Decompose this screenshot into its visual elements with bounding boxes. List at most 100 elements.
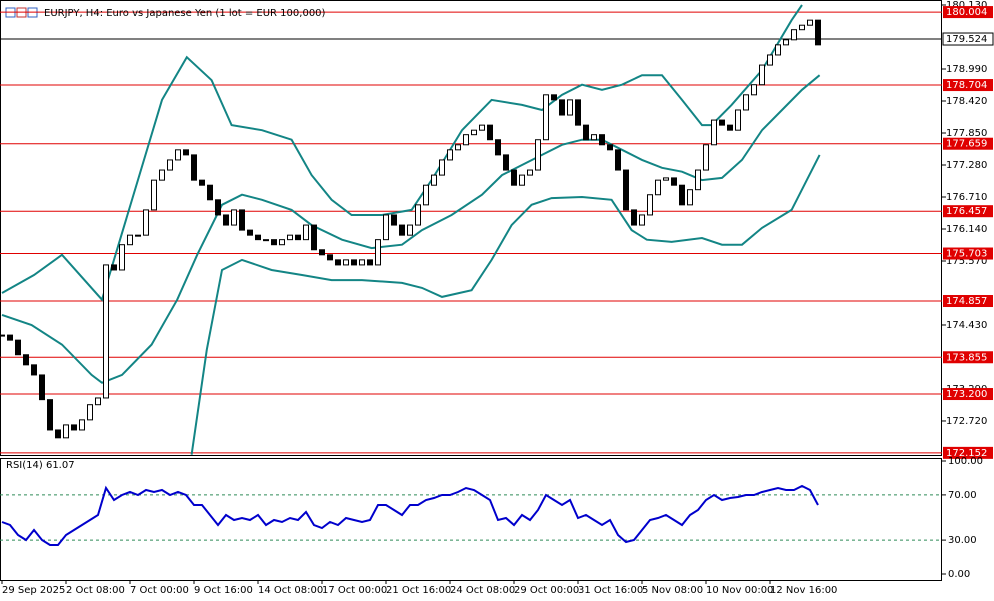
level-label: 173.200: [946, 389, 987, 400]
candle: [463, 134, 469, 146]
candle: [639, 214, 645, 226]
last-price-label: 179.524: [946, 34, 987, 45]
candle: [407, 224, 413, 236]
x-tick-label: 29 Oct 00:00: [514, 585, 579, 596]
band-upper: [1, 4, 803, 302]
candle: [751, 84, 757, 96]
candle: [215, 199, 221, 216]
candle: [0, 334, 5, 337]
candle: [703, 144, 709, 171]
candle: [607, 144, 613, 151]
candle: [111, 264, 117, 271]
candle: [303, 224, 309, 241]
candle: [295, 234, 301, 241]
level-label: 174.857: [946, 296, 987, 307]
candle: [231, 209, 237, 226]
x-tick-label: 21 Oct 16:00: [386, 585, 451, 596]
candle: [71, 424, 77, 431]
x-tick-label: 10 Nov 00:00: [706, 585, 773, 596]
candle: [335, 259, 341, 266]
candle: [15, 339, 21, 356]
candle: [383, 214, 389, 241]
candle: [47, 399, 53, 431]
candle: [127, 234, 133, 246]
level-label-box: [943, 388, 993, 401]
candle: [39, 374, 45, 401]
candle: [719, 119, 725, 126]
rsi-plot: [0, 484, 942, 546]
level-label-box: [943, 295, 993, 308]
candle: [775, 44, 781, 56]
candle: [519, 174, 525, 186]
x-tick-label: 17 Oct 00:00: [322, 585, 387, 596]
candle: [623, 169, 629, 211]
price-plot: [0, 4, 942, 455]
candle: [327, 254, 333, 261]
candle: [31, 364, 37, 376]
candle: [143, 209, 149, 236]
level-label: 173.855: [946, 352, 987, 363]
level-label: 177.659: [946, 139, 987, 150]
candle: [583, 124, 589, 141]
candle: [495, 139, 501, 156]
candle: [655, 179, 661, 196]
candle: [87, 404, 93, 421]
candle: [271, 239, 277, 246]
level-label-box: [943, 351, 993, 364]
candle: [439, 159, 445, 176]
x-tick-label: 31 Oct 16:00: [578, 585, 643, 596]
level-label-box: [943, 205, 993, 218]
y-tick-label: 180.130: [946, 0, 987, 11]
candle: [367, 259, 373, 266]
candle: [431, 174, 437, 186]
candle: [759, 64, 765, 86]
candle: [423, 184, 429, 206]
level-label-box: [943, 247, 993, 260]
candle: [79, 419, 85, 431]
y-tick-label: 175.570: [946, 256, 987, 267]
candle: [687, 189, 693, 206]
level-label: 176.457: [946, 206, 987, 217]
candle: [711, 119, 717, 146]
x-tick-label: 29 Sep 2025: [2, 585, 65, 596]
candle: [7, 334, 13, 341]
level-label-box: [943, 6, 993, 19]
candle: [791, 29, 797, 41]
candle: [159, 169, 165, 181]
candle: [191, 154, 197, 181]
candle: [359, 259, 365, 266]
candle: [735, 109, 741, 131]
x-tick-label: 24 Oct 08:00: [450, 585, 515, 596]
candle: [319, 249, 325, 256]
candle: [743, 94, 749, 111]
level-label: 172.152: [946, 448, 987, 459]
y-tick-label: 172.720: [946, 416, 987, 427]
candle: [135, 234, 141, 237]
x-tick-label: 5 Nov 08:00: [642, 585, 703, 596]
y-tick-label: 176.710: [946, 192, 987, 203]
candle: [479, 124, 485, 131]
rsi-title: RSI(14) 61.07: [6, 460, 75, 471]
candle: [807, 19, 813, 26]
candle: [223, 214, 229, 226]
candle: [799, 24, 805, 31]
candle: [647, 194, 653, 216]
candle: [351, 259, 357, 266]
x-tick-label: 7 Oct 00:00: [130, 585, 189, 596]
rsi-tick-label: 30.00: [948, 535, 977, 546]
y-tick-label: 178.420: [946, 96, 987, 107]
y-tick-label: 177.850: [946, 128, 987, 139]
band-lower: [190, 154, 821, 455]
candle: [615, 149, 621, 171]
candle: [391, 214, 397, 226]
x-tick-label: 2 Oct 08:00: [66, 585, 125, 596]
candle: [119, 244, 125, 271]
candle: [207, 184, 213, 201]
candle: [543, 94, 549, 141]
candle: [455, 144, 461, 151]
level-label-box: [943, 446, 993, 459]
level-label-box: [943, 137, 993, 150]
candle: [695, 169, 701, 191]
candle: [551, 94, 557, 101]
